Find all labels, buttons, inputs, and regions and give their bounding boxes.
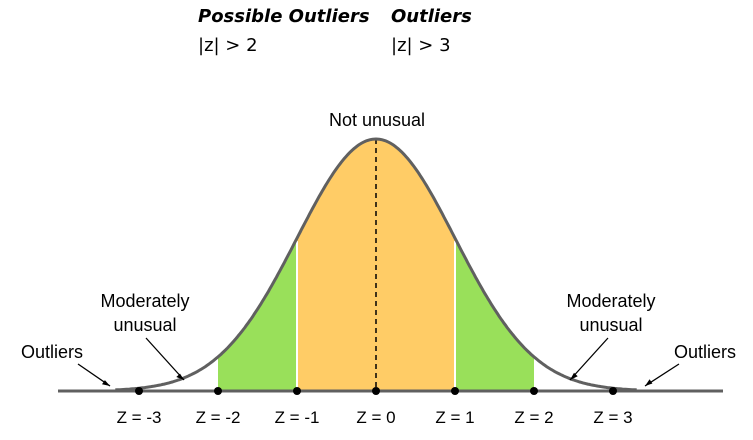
outliers-left-label: Outliers bbox=[21, 342, 83, 362]
outliers-rule: |z| > 3 bbox=[391, 35, 451, 56]
z-tick-label: Z = 1 bbox=[435, 408, 474, 427]
outliers-right-arrowhead bbox=[645, 379, 653, 386]
z-tick-marker bbox=[609, 387, 617, 395]
moderately-unusual-left-pointer bbox=[145, 337, 185, 381]
outliers-left-arrowhead bbox=[102, 380, 110, 386]
z-tick-marker bbox=[530, 387, 538, 395]
z-tick-marker bbox=[293, 387, 301, 395]
moderately-unusual-right-label-line1: Moderately bbox=[566, 291, 655, 311]
z-tick-marker bbox=[135, 387, 143, 395]
outliers-right-label: Outliers bbox=[674, 342, 736, 362]
z-tick-label: Z = -2 bbox=[196, 408, 241, 427]
z-tick-label: Z = -3 bbox=[117, 408, 162, 427]
z-tick-label: Z = 3 bbox=[593, 408, 632, 427]
possible-outliers-rule: |z| > 2 bbox=[198, 35, 258, 56]
z-tick-label: Z = 0 bbox=[356, 408, 395, 427]
moderately-unusual-right-label-line2: unusual bbox=[579, 315, 642, 335]
possible-outliers-title: Possible Outliers bbox=[198, 6, 370, 27]
z-tick-marker bbox=[214, 387, 222, 395]
z-tick-label: Z = 2 bbox=[514, 408, 553, 427]
bell-curve-line bbox=[115, 137, 637, 392]
outliers-title: Outliers bbox=[391, 6, 472, 27]
z-tick-label: Z = -1 bbox=[275, 408, 320, 427]
not-unusual-label: Not unusual bbox=[329, 110, 425, 130]
moderately-unusual-right-arrowhead bbox=[570, 372, 578, 380]
z-tick-marker bbox=[451, 387, 459, 395]
moderately-unusual-right-pointer bbox=[569, 337, 609, 381]
z-tick-marker bbox=[372, 387, 380, 395]
moderately-unusual-left-label-line2: unusual bbox=[113, 315, 176, 335]
moderately-unusual-left-label-line1: Moderately bbox=[100, 291, 189, 311]
moderately-unusual-left-arrowhead bbox=[176, 373, 184, 380]
